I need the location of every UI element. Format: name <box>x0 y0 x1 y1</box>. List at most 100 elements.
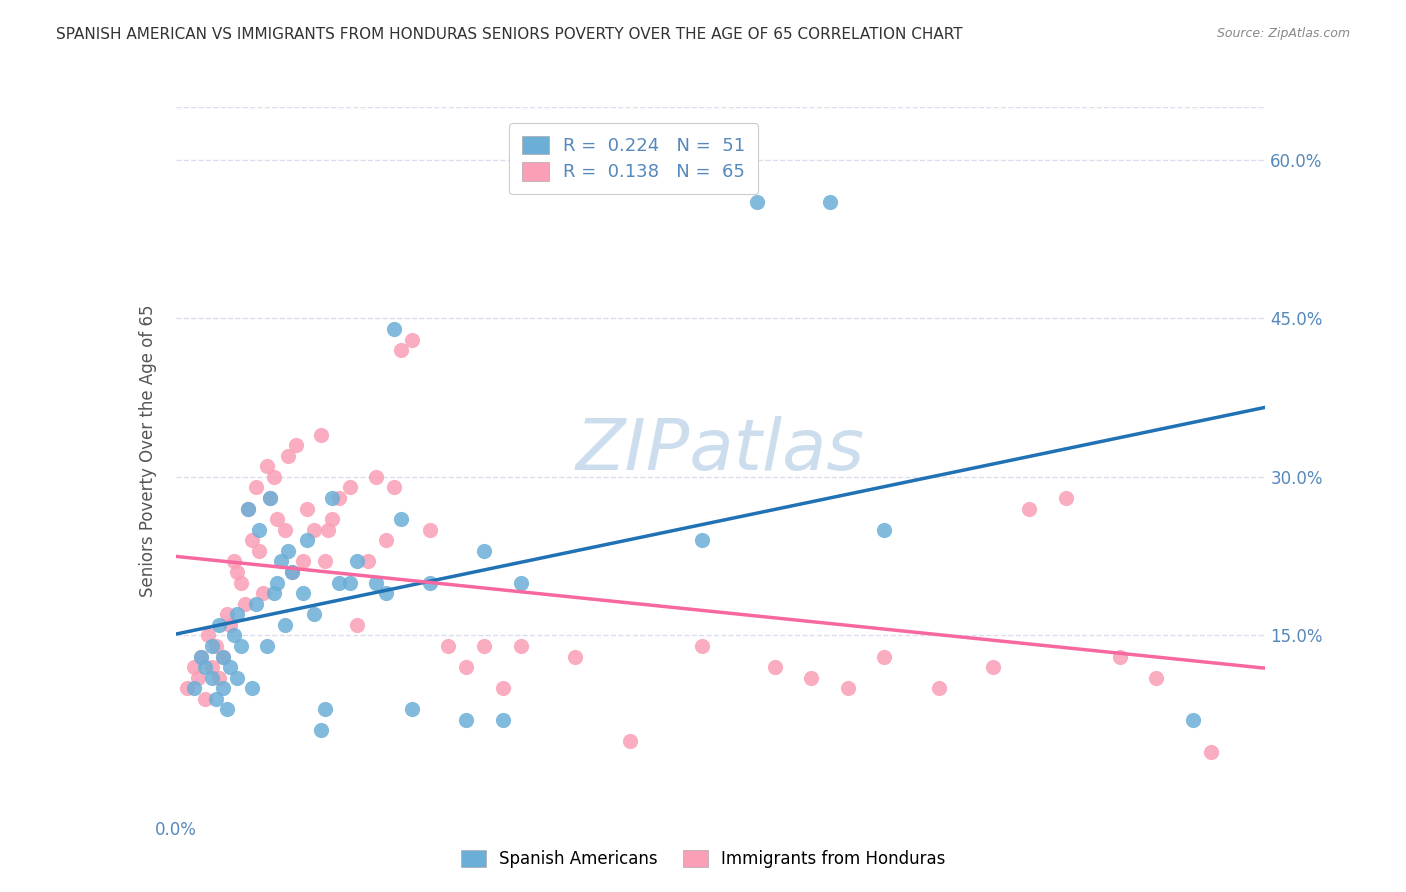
Point <box>270 554 292 568</box>
Point <box>328 575 350 590</box>
Point <box>492 713 515 727</box>
Point <box>190 649 212 664</box>
Point <box>281 565 304 579</box>
Point <box>240 533 263 548</box>
Point <box>1018 501 1040 516</box>
Point <box>474 639 496 653</box>
Point <box>222 554 245 568</box>
Point <box>1146 671 1168 685</box>
Point <box>745 195 768 210</box>
Point <box>226 565 249 579</box>
Point <box>401 333 423 347</box>
Point <box>509 575 531 590</box>
Point <box>194 660 217 674</box>
Point <box>357 554 380 568</box>
Point <box>837 681 859 696</box>
Point <box>231 575 253 590</box>
Point <box>208 617 231 632</box>
Point <box>259 491 281 505</box>
Point <box>456 713 478 727</box>
Point <box>456 660 478 674</box>
Point <box>309 723 332 738</box>
Point <box>1109 649 1132 664</box>
Point <box>492 681 515 696</box>
Point <box>318 523 340 537</box>
Point <box>176 681 198 696</box>
Point <box>256 639 278 653</box>
Point <box>190 649 212 664</box>
Point <box>302 523 325 537</box>
Point <box>873 649 896 664</box>
Legend: R =  0.224   N =  51, R =  0.138   N =  65: R = 0.224 N = 51, R = 0.138 N = 65 <box>509 123 758 194</box>
Text: 0.0%: 0.0% <box>155 822 197 839</box>
Point <box>928 681 950 696</box>
Point <box>233 597 256 611</box>
Point <box>321 512 343 526</box>
Point <box>197 628 219 642</box>
Point <box>1181 713 1204 727</box>
Point <box>818 195 841 210</box>
Point <box>314 702 336 716</box>
Point <box>364 470 387 484</box>
Point <box>419 575 441 590</box>
Point <box>309 427 332 442</box>
Point <box>302 607 325 622</box>
Point <box>382 322 405 336</box>
Point <box>295 501 318 516</box>
Point <box>382 480 405 494</box>
Point <box>186 671 209 685</box>
Text: ZIPatlas: ZIPatlas <box>576 416 865 485</box>
Point <box>231 639 253 653</box>
Point <box>763 660 786 674</box>
Point <box>375 586 398 600</box>
Point <box>256 459 278 474</box>
Point <box>692 639 714 653</box>
Point <box>238 501 260 516</box>
Point <box>419 523 441 537</box>
Point <box>564 649 586 664</box>
Point <box>346 617 368 632</box>
Point <box>215 607 238 622</box>
Point <box>266 512 288 526</box>
Point <box>437 639 460 653</box>
Point <box>321 491 343 505</box>
Point <box>314 554 336 568</box>
Point <box>238 501 260 516</box>
Point <box>204 691 226 706</box>
Point <box>346 554 368 568</box>
Point <box>183 681 205 696</box>
Point <box>252 586 274 600</box>
Point <box>274 523 297 537</box>
Point <box>263 586 285 600</box>
Point <box>245 597 267 611</box>
Point <box>201 660 224 674</box>
Point <box>364 575 387 590</box>
Point <box>277 544 299 558</box>
Point <box>222 628 245 642</box>
Point <box>266 575 288 590</box>
Point <box>212 681 235 696</box>
Point <box>219 660 242 674</box>
Point <box>1054 491 1077 505</box>
Text: SPANISH AMERICAN VS IMMIGRANTS FROM HONDURAS SENIORS POVERTY OVER THE AGE OF 65 : SPANISH AMERICAN VS IMMIGRANTS FROM HOND… <box>56 27 963 42</box>
Point <box>339 480 361 494</box>
Point <box>389 512 412 526</box>
Point <box>981 660 1004 674</box>
Point <box>263 470 285 484</box>
Point <box>274 617 297 632</box>
Point <box>339 575 361 590</box>
Point <box>219 617 242 632</box>
Point <box>375 533 398 548</box>
Point <box>281 565 304 579</box>
Point <box>1199 745 1222 759</box>
Point <box>295 533 318 548</box>
Text: Source: ZipAtlas.com: Source: ZipAtlas.com <box>1216 27 1350 40</box>
Point <box>201 639 224 653</box>
Point <box>212 649 235 664</box>
Point <box>240 681 263 696</box>
Point <box>284 438 307 452</box>
Point <box>247 523 270 537</box>
Point <box>692 533 714 548</box>
Legend: Spanish Americans, Immigrants from Honduras: Spanish Americans, Immigrants from Hondu… <box>454 843 952 875</box>
Point <box>226 607 249 622</box>
